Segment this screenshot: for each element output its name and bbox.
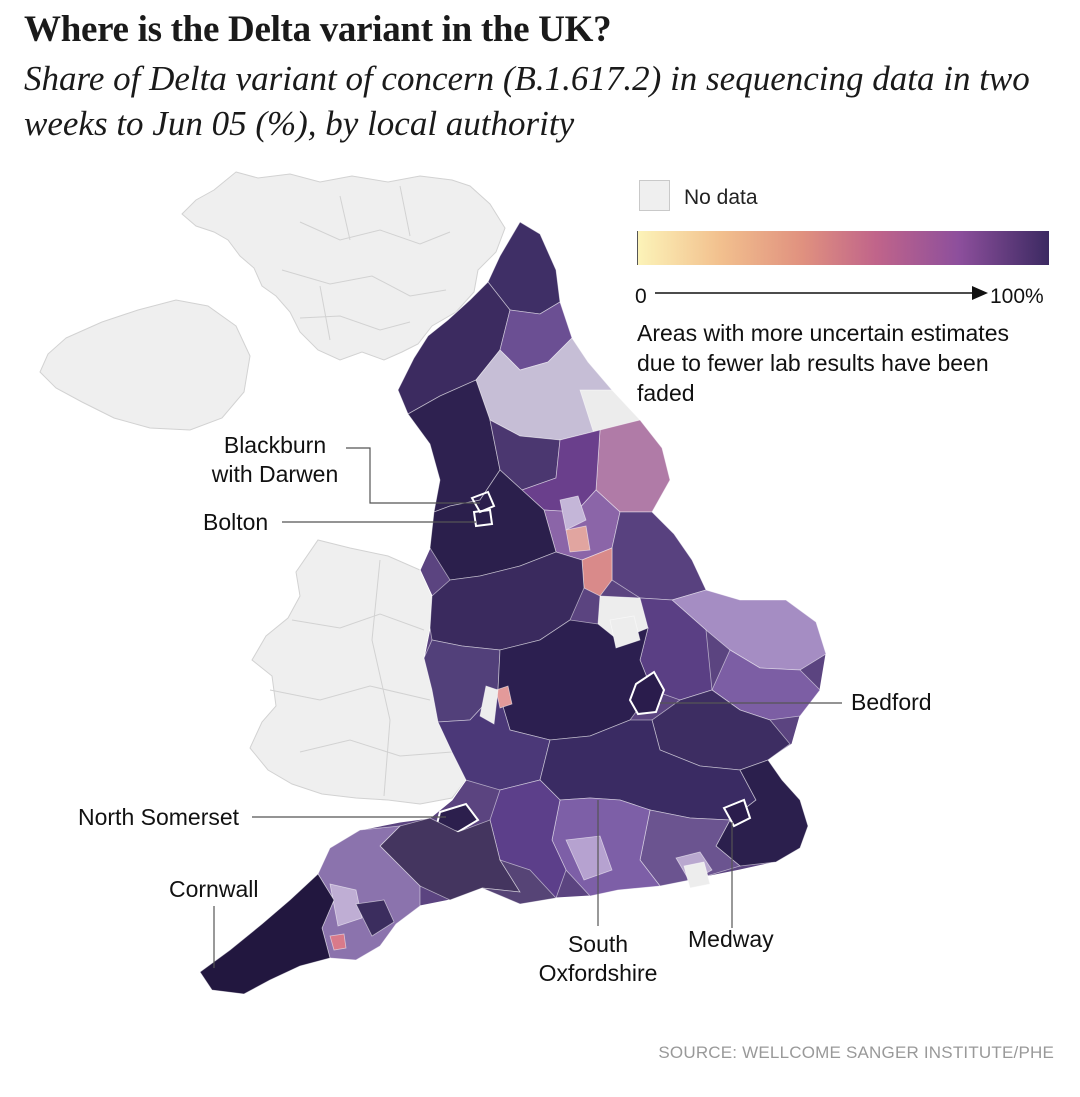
no-data-swatch	[639, 180, 670, 211]
uk-map	[39, 171, 988, 995]
leader-lines	[213, 447, 842, 968]
bolton-outline	[472, 508, 494, 528]
label-south-oxfordshire: South Oxfordshire	[538, 931, 658, 986]
northern-ireland-region	[39, 299, 251, 431]
chart-subtitle: Share of Delta variant of concern (B.1.6…	[24, 59, 1030, 143]
label-blackburn: Blackburn with Darwen	[211, 432, 339, 487]
scale-min-label: 0	[635, 285, 647, 308]
legend-arrow	[655, 286, 988, 300]
label-medway: Medway	[688, 926, 774, 952]
blackburn-outline	[470, 490, 496, 514]
scotland-borders	[281, 185, 451, 341]
england-local-authorities	[199, 221, 827, 995]
label-north-somerset: North Somerset	[78, 804, 240, 830]
color-scale-gradient	[637, 231, 1049, 265]
source-note: SOURCE: WELLCOME SANGER INSTITUTE/PHE	[658, 1043, 1054, 1062]
legend-note: Areas with more uncertain estimates due …	[637, 320, 1009, 406]
scale-max-label: 100%	[990, 285, 1044, 308]
label-bolton: Bolton	[203, 509, 269, 535]
no-data-regions	[39, 171, 506, 805]
wales-borders	[269, 559, 453, 797]
chart-title: Where is the Delta variant in the UK?	[24, 9, 612, 50]
scotland-region	[181, 171, 506, 361]
no-data-label: No data	[684, 186, 758, 209]
label-bedford: Bedford	[851, 689, 932, 715]
blackburn-leader-line	[346, 447, 480, 504]
highlighted-authorities	[470, 490, 496, 528]
label-cornwall: Cornwall	[169, 876, 259, 902]
